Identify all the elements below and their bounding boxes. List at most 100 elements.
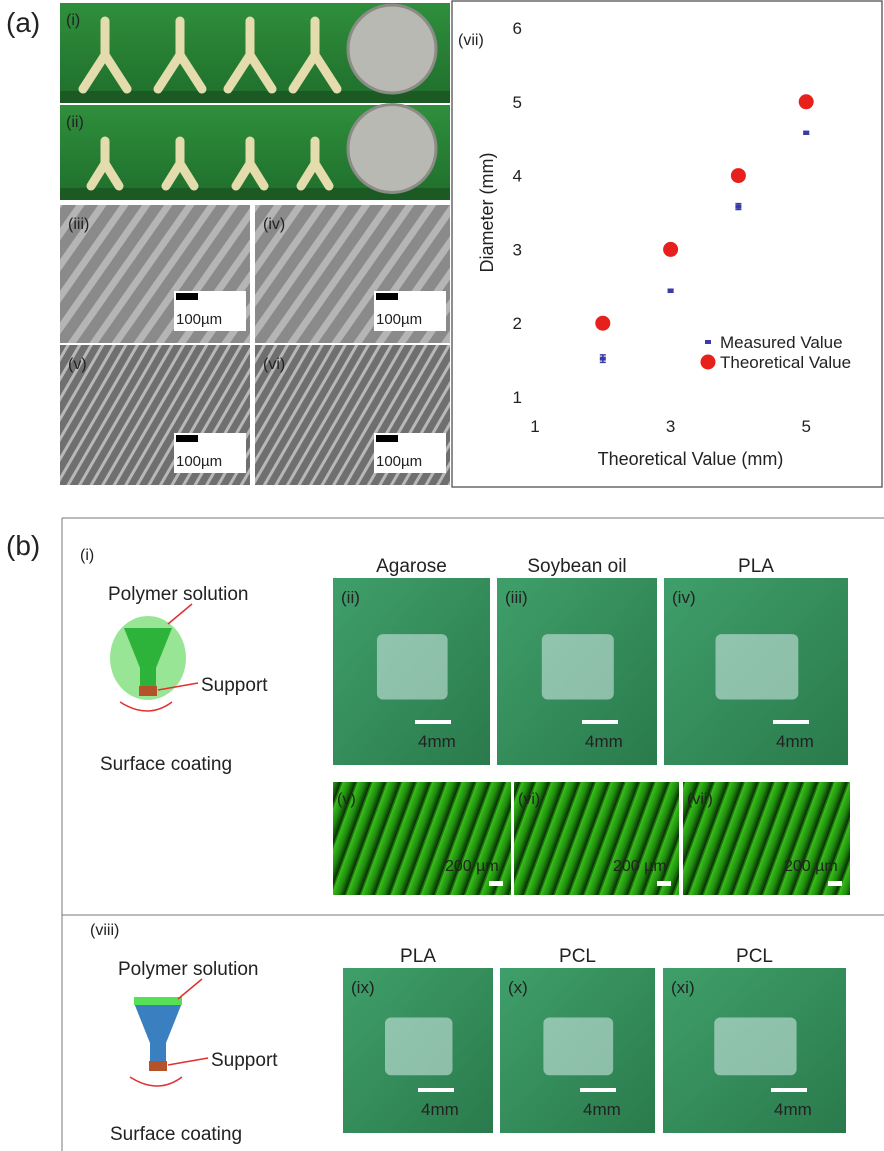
funnel <box>134 1003 182 1061</box>
panel-label: (vii) <box>458 32 484 49</box>
scale-label: 4mm <box>776 732 814 751</box>
fluorescence-image <box>333 782 511 895</box>
schematic-label: Surface coating <box>100 754 232 775</box>
scale-bar <box>376 435 398 442</box>
coin <box>348 5 436 93</box>
scale-bar <box>828 881 842 886</box>
y-axis-label: Diameter (mm) <box>477 153 497 273</box>
image-label: (v) <box>68 356 87 373</box>
scale-bar <box>418 1088 454 1092</box>
scale-bar <box>176 435 198 442</box>
photo-title: PLA <box>738 556 774 577</box>
y-tick-label: 2 <box>513 314 522 333</box>
sample <box>543 1018 613 1076</box>
image-label: (iii) <box>68 216 89 233</box>
coin <box>348 105 436 193</box>
sample <box>542 634 614 699</box>
point <box>731 168 746 183</box>
scale-bar <box>582 720 618 724</box>
photo-label: (xi) <box>671 978 695 997</box>
coating-top <box>134 997 182 1005</box>
scale-bar <box>415 720 451 724</box>
legend-label: Theoretical Value <box>720 353 851 372</box>
legend-marker <box>705 340 711 344</box>
panel-label: (a) <box>6 7 40 38</box>
scale-bar <box>176 293 198 300</box>
y-tick-label: 1 <box>513 388 522 407</box>
scale-bar <box>489 881 503 886</box>
image-label: (iv) <box>263 216 285 233</box>
image-label: (vi) <box>518 791 540 808</box>
schematic-label: Polymer solution <box>118 959 258 980</box>
scale-bar <box>376 293 398 300</box>
image-label: (vii) <box>687 791 713 808</box>
arrow <box>168 604 192 624</box>
y-tick-label: 4 <box>513 167 522 186</box>
legend-marker <box>701 355 716 370</box>
photo-title: PCL <box>559 946 596 967</box>
scale-label: 100µm <box>376 311 422 328</box>
point <box>799 94 814 109</box>
legend-label: Measured Value <box>720 333 843 352</box>
schematic-label: Surface coating <box>110 1124 242 1145</box>
point <box>803 131 809 135</box>
point <box>595 316 610 331</box>
scale-label: 100µm <box>176 453 222 470</box>
x-tick-label: 1 <box>530 417 539 436</box>
sample <box>377 634 448 699</box>
photo-label: (ix) <box>351 978 375 997</box>
scale-label: 4mm <box>421 1100 459 1119</box>
scale-label: 200 µm <box>613 858 667 875</box>
x-tick-label: 5 <box>801 417 810 436</box>
scale-bar <box>580 1088 616 1092</box>
arrow <box>168 1058 208 1065</box>
photo-label: (i) <box>66 12 80 29</box>
image-label: (v) <box>337 791 356 808</box>
point <box>663 242 678 257</box>
panel-label: (b) <box>6 530 40 561</box>
support <box>139 686 157 696</box>
photo-title: Soybean oil <box>527 556 626 577</box>
y-tick-label: 5 <box>513 93 522 112</box>
section-label: (i) <box>80 547 94 564</box>
section-label: (viii) <box>90 922 119 939</box>
rotation-arrow <box>130 1077 182 1086</box>
photo-label: (ii) <box>341 588 360 607</box>
y-tick-label: 6 <box>513 19 522 38</box>
rotation-arrow <box>120 702 172 711</box>
point <box>735 205 741 209</box>
photo-label: (x) <box>508 978 528 997</box>
photo-label: (iii) <box>505 588 528 607</box>
scale-label: 200 µm <box>784 858 838 875</box>
photo-title: Agarose <box>376 556 447 577</box>
scale-bar <box>773 720 809 724</box>
y-tick-label: 3 <box>513 240 522 259</box>
x-axis-label: Theoretical Value (mm) <box>598 449 784 469</box>
point <box>600 357 606 361</box>
scale-label: 4mm <box>585 732 623 751</box>
scale-label: 4mm <box>774 1100 812 1119</box>
schematic-label: Support <box>211 1050 278 1071</box>
photo-title: PLA <box>400 946 436 967</box>
sample <box>385 1018 453 1076</box>
sample <box>716 634 799 699</box>
scale-bar <box>657 881 671 886</box>
scale-label: 4mm <box>583 1100 621 1119</box>
photo-label: (ii) <box>66 114 84 131</box>
scale-label: 200 µm <box>445 858 499 875</box>
scale-label: 4mm <box>418 732 456 751</box>
arrow <box>178 979 202 999</box>
image-label: (vi) <box>263 356 285 373</box>
figure: (a) (i) (ii) (iii) 100µm (iv) 100µm (v) 100µm (vi… <box>0 0 884 1151</box>
sample <box>714 1018 796 1076</box>
schematic-label: Support <box>201 675 268 696</box>
scale-label: 100µm <box>176 311 222 328</box>
point <box>668 289 674 293</box>
x-tick-label: 3 <box>666 417 675 436</box>
scale-bar <box>771 1088 807 1092</box>
schematic-label: Polymer solution <box>108 584 248 605</box>
support <box>149 1061 167 1071</box>
photo-label: (iv) <box>672 588 696 607</box>
scale-label: 100µm <box>376 453 422 470</box>
photo-title: PCL <box>736 946 773 967</box>
